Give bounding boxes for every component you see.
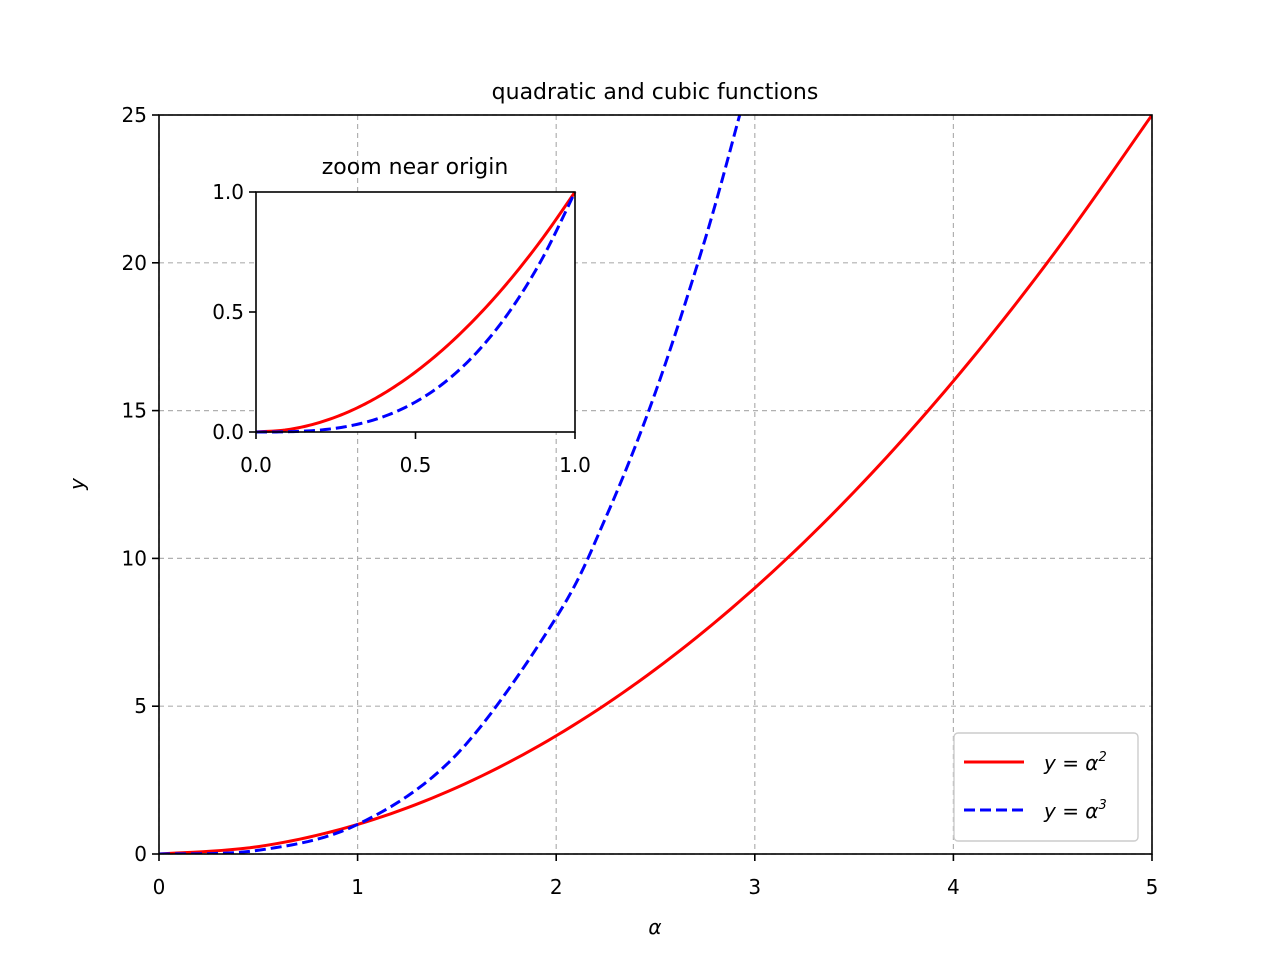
x-tick-label: 5 [1146, 875, 1159, 899]
x-tick-label: 0.5 [400, 453, 432, 477]
x-axis-label: α [648, 915, 661, 939]
quadratic-series-line-inset [255, 191, 577, 434]
y-tick-label: 25 [122, 103, 147, 127]
y-tick-label: 15 [122, 399, 147, 423]
y-tick-label: 5 [134, 694, 147, 718]
x-tick-label: 1 [351, 875, 364, 899]
inset-plot: zoom near origin 0.0 0.5 1.0 0.0 0.5 1.0 [212, 155, 591, 477]
legend-label-cubic: y = α3 [1043, 798, 1107, 823]
legend-box [953, 732, 1139, 842]
cubic-series-line-inset [255, 191, 577, 434]
y-tick-label: 0 [134, 842, 147, 866]
inset-background [256, 192, 575, 432]
x-tick-label: 0.0 [240, 453, 272, 477]
inset-ticks: 0.0 0.5 1.0 0.0 0.5 1.0 [212, 180, 591, 477]
cubic-series-line [159, 115, 742, 854]
legend: y = α2 y = α3 [953, 732, 1139, 842]
main-ticks: 0 1 2 3 4 5 0 5 10 15 20 25 [122, 103, 1159, 899]
x-tick-label: 2 [550, 875, 563, 899]
y-tick-label: 0.5 [212, 300, 244, 324]
y-tick-label: 10 [122, 546, 147, 570]
main-plot: quadratic and cubic functions 0 1 2 3 4 5 0 5 10… [65, 80, 1158, 939]
quadratic-series-line [159, 115, 1152, 854]
y-tick-label: 1.0 [212, 180, 244, 204]
y-tick-label: 20 [122, 251, 147, 275]
legend-label-quadratic: y = α2 [1043, 750, 1107, 775]
chart-title: quadratic and cubic functions [492, 80, 819, 105]
x-tick-label: 3 [748, 875, 761, 899]
y-tick-label: 0.0 [212, 420, 244, 444]
y-axis-label: y [65, 477, 89, 491]
x-tick-label: 1.0 [559, 453, 591, 477]
main-plot-frame [158, 114, 1153, 855]
inset-title: zoom near origin [322, 155, 509, 180]
inset-series [255, 191, 577, 434]
main-series [159, 115, 1152, 854]
x-tick-label: 4 [947, 875, 960, 899]
x-tick-label: 0 [153, 875, 166, 899]
